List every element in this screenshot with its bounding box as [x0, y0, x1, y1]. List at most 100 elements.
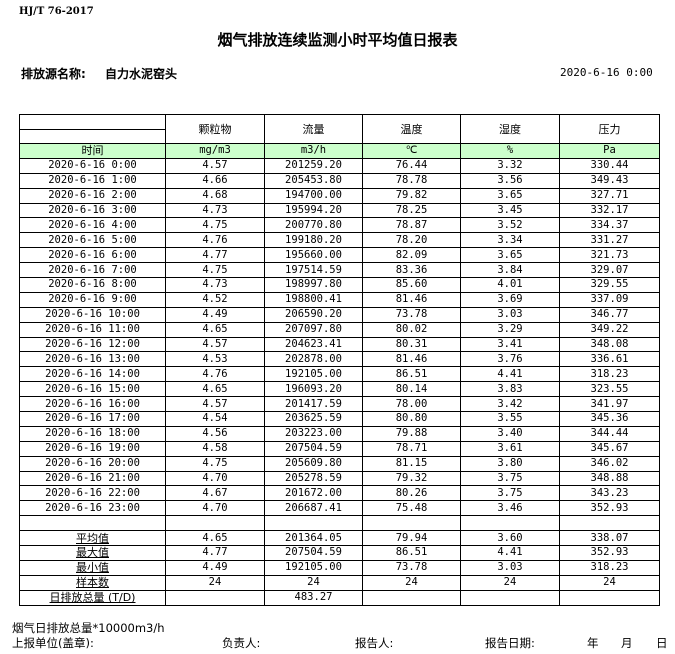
stat-value: 24: [264, 574, 363, 591]
value-cell: 79.88: [362, 425, 461, 442]
stat-value: 4.77: [165, 545, 265, 561]
stats-row: 样本数 24 24 24 24 24: [19, 574, 660, 591]
stat-value: 3.03: [460, 559, 560, 576]
time-cell: 2020-6-16 17:00: [19, 411, 166, 427]
stat-value: 24: [362, 574, 461, 591]
stat-label-text: 最大值: [76, 546, 109, 560]
value-cell: 3.84: [460, 262, 560, 279]
responsible-label: 负责人:: [222, 636, 261, 650]
stat-label: 平均值: [19, 530, 166, 547]
stat-value: 24: [165, 574, 265, 591]
stat-value: 4.49: [165, 559, 265, 576]
value-cell: 3.52: [460, 217, 560, 234]
value-cell: 4.01: [460, 277, 560, 293]
value-cell: 82.09: [362, 247, 461, 264]
value-cell: 4.65: [165, 321, 265, 338]
table-row: 2020-6-16 10:00 4.49 206590.20 73.78 3.03 346…: [19, 306, 660, 323]
total-label-text: 日排放总量 (T/D): [49, 591, 136, 605]
footer-note: 烟气日排放总量*10000m3/h: [12, 621, 165, 635]
time-cell: 2020-6-16 2:00: [19, 187, 166, 204]
blank-cell: [19, 515, 166, 532]
value-cell: 200770.80: [264, 217, 363, 234]
time-cell: 2020-6-16 20:00: [19, 455, 166, 472]
value-cell: 75.48: [362, 500, 461, 517]
value-cell: 4.67: [165, 485, 265, 502]
unit-cell: %: [460, 143, 560, 159]
value-cell: 203625.59: [264, 411, 363, 427]
value-cell: 204623.41: [264, 336, 363, 353]
total-value: [559, 589, 660, 606]
header-blank-cell: [19, 114, 166, 130]
value-cell: 79.82: [362, 187, 461, 204]
value-cell: 348.88: [559, 470, 660, 487]
value-cell: 3.75: [460, 485, 560, 502]
value-cell: 80.26: [362, 485, 461, 502]
value-cell: 86.51: [362, 366, 461, 383]
table-row: 2020-6-16 21:00 4.70 205278.59 79.32 3.75 348…: [19, 470, 660, 487]
value-cell: 4.77: [165, 247, 265, 264]
time-cell: 2020-6-16 19:00: [19, 440, 166, 457]
value-cell: 85.60: [362, 277, 461, 293]
value-cell: 4.73: [165, 202, 265, 219]
value-cell: 78.20: [362, 232, 461, 249]
time-cell: 2020-6-16 9:00: [19, 291, 166, 308]
value-cell: 3.83: [460, 381, 560, 398]
value-cell: 80.31: [362, 336, 461, 353]
stat-value: 192105.00: [264, 559, 363, 576]
value-cell: 206687.41: [264, 500, 363, 517]
stat-label-text: 平均值: [76, 531, 109, 545]
value-cell: 349.43: [559, 172, 660, 189]
stat-value: 4.65: [165, 530, 265, 547]
value-cell: 330.44: [559, 157, 660, 174]
value-cell: 4.49: [165, 306, 265, 323]
value-cell: 3.75: [460, 470, 560, 487]
value-cell: 344.44: [559, 425, 660, 442]
value-cell: 205609.80: [264, 455, 363, 472]
total-label: 日排放总量 (T/D): [19, 589, 166, 606]
report-datetime: 2020-6-16 0:00: [560, 66, 653, 79]
value-cell: 79.32: [362, 470, 461, 487]
value-cell: 336.61: [559, 351, 660, 368]
total-value: 483.27: [264, 589, 363, 606]
year-label: 年: [587, 636, 599, 650]
value-cell: 205278.59: [264, 470, 363, 487]
stat-value: 352.93: [559, 545, 660, 561]
value-cell: 81.46: [362, 291, 461, 308]
value-cell: 4.66: [165, 172, 265, 189]
value-cell: 4.75: [165, 217, 265, 234]
value-cell: 4.41: [460, 366, 560, 383]
value-cell: 3.65: [460, 247, 560, 264]
value-cell: 80.02: [362, 321, 461, 338]
blank-cell: [559, 515, 660, 532]
table-row: 2020-6-16 16:00 4.57 201417.59 78.00 3.42 341…: [19, 396, 660, 413]
value-cell: 3.80: [460, 455, 560, 472]
value-cell: 341.97: [559, 396, 660, 413]
total-value: [165, 589, 265, 606]
value-cell: 73.78: [362, 306, 461, 323]
value-cell: 4.68: [165, 187, 265, 204]
time-cell: 2020-6-16 13:00: [19, 351, 166, 368]
value-cell: 3.42: [460, 396, 560, 413]
blank-cell: [264, 515, 363, 532]
value-cell: 4.52: [165, 291, 265, 308]
value-cell: 4.57: [165, 336, 265, 353]
value-cell: 323.55: [559, 381, 660, 398]
time-cell: 2020-6-16 0:00: [19, 157, 166, 174]
table-row: 2020-6-16 8:00 4.73 198997.80 85.60 4.01 329.…: [19, 277, 660, 293]
value-cell: 206590.20: [264, 306, 363, 323]
table-row: 2020-6-16 22:00 4.67 201672.00 80.26 3.75 343…: [19, 485, 660, 502]
table-row: 2020-6-16 9:00 4.52 198800.41 81.46 3.69 337.…: [19, 291, 660, 308]
table-row: 2020-6-16 19:00 4.58 207504.59 78.71 3.61 345…: [19, 440, 660, 457]
time-cell: 2020-6-16 15:00: [19, 381, 166, 398]
value-cell: 4.58: [165, 440, 265, 457]
value-cell: 329.55: [559, 277, 660, 293]
stat-value: 318.23: [559, 559, 660, 576]
report-table: 颗粒物 流量 温度 湿度 压力 时间 mg/m3 m3/h ℃% Pa 2020-6-16 0:00…: [19, 114, 660, 606]
value-cell: 78.78: [362, 172, 461, 189]
table-row: 2020-6-16 0:00 4.57 201259.20 76.44 3.32 330.…: [19, 157, 660, 174]
time-cell: 2020-6-16 14:00: [19, 366, 166, 383]
column-header: 颗粒物: [165, 114, 265, 144]
table-row: 2020-6-16 15:00 4.65 196093.20 80.14 3.83 323…: [19, 381, 660, 398]
stats-row: 最小值 4.49 192105.00 73.78 3.03 318.23: [19, 559, 660, 576]
reporting-unit-label: 上报单位(盖章):: [12, 636, 94, 650]
